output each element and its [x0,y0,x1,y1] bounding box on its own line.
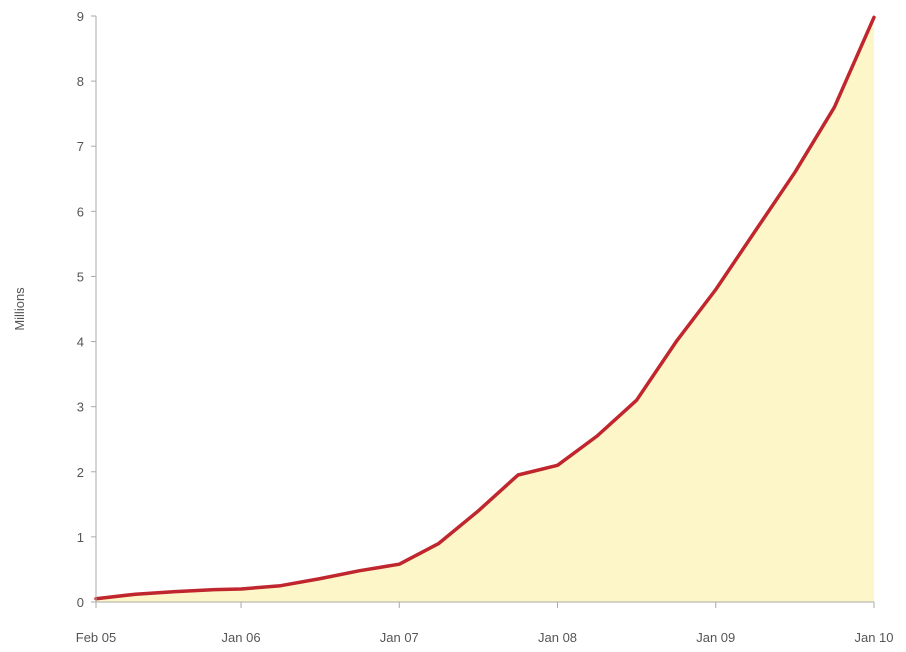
y-tick-label: 1 [77,530,84,545]
y-tick-label: 5 [77,269,84,284]
x-tick-label: Jan 06 [222,630,261,645]
y-tick-label: 9 [77,9,84,24]
y-tick-label: 6 [77,204,84,219]
x-tick-label: Jan 08 [538,630,577,645]
y-ticks: 0 1 2 3 4 5 6 7 8 9 [77,9,96,610]
x-tick-label: Jan 09 [696,630,735,645]
x-tick-label: Jan 07 [380,630,419,645]
area-fill [96,17,874,603]
y-tick-label: 8 [77,74,84,89]
y-axis-title: Millions [12,287,27,331]
y-tick-label: 2 [77,465,84,480]
y-tick-label: 4 [77,335,84,350]
x-ticks: Feb 05 Jan 06 Jan 07 Jan 08 Jan 09 Jan 10 [76,602,894,645]
series-line [94,15,876,601]
y-tick-label: 0 [77,595,84,610]
x-tick-label: Feb 05 [76,630,116,645]
y-tick-label: 7 [77,139,84,154]
x-tick-label: Jan 10 [854,630,893,645]
y-tick-label: 3 [77,400,84,415]
